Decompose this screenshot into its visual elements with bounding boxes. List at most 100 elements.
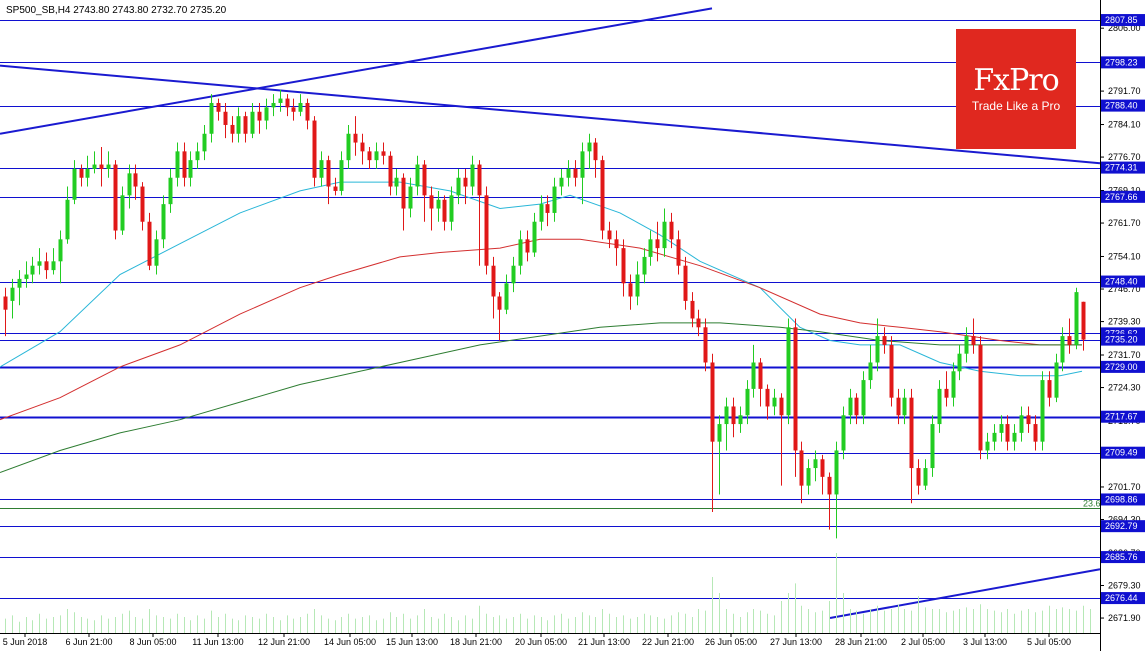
- candle-body: [1026, 415, 1031, 425]
- candle-body: [999, 424, 1004, 433]
- candle-body: [525, 239, 530, 253]
- chart-title: SP500_SB,H4 2743.80 2743.80 2732.70 2735…: [6, 5, 227, 16]
- level-price-label: 2736.62: [1105, 328, 1138, 338]
- candle-body: [951, 371, 956, 398]
- candle-body: [607, 230, 612, 240]
- candle-body: [1060, 336, 1065, 363]
- candle-body: [655, 239, 660, 249]
- level-price-tag: [1101, 161, 1145, 174]
- candle-body: [1054, 362, 1059, 398]
- candle-body: [628, 283, 633, 297]
- y-tick-label: 2791.70: [1108, 86, 1141, 96]
- candle-body: [765, 388, 770, 407]
- candle-body: [319, 160, 324, 178]
- level-price-tag: [1101, 410, 1145, 423]
- candle-body: [593, 142, 598, 161]
- level-price-label: 2698.86: [1105, 494, 1138, 504]
- candle-body: [580, 151, 585, 178]
- y-tick-label: 2724.30: [1108, 383, 1141, 393]
- candle-body: [353, 133, 358, 143]
- candle-body: [401, 177, 406, 209]
- candle-body: [882, 336, 887, 345]
- candle-body: [250, 111, 255, 134]
- candle-body: [188, 160, 193, 178]
- candle-body: [896, 397, 901, 416]
- candle-body: [257, 111, 262, 121]
- candle-body: [99, 164, 104, 169]
- candle-body: [545, 204, 550, 213]
- candle-body: [985, 441, 990, 451]
- candle-body: [85, 168, 90, 178]
- candle-body: [374, 151, 379, 161]
- candle-body: [113, 164, 118, 231]
- candle-body: [889, 344, 894, 398]
- candle-body: [978, 344, 983, 451]
- candle-body: [532, 221, 537, 253]
- candle-body: [195, 151, 200, 161]
- x-tick-label: 6 Jun 21:00: [65, 637, 112, 647]
- x-tick-label: 18 Jun 21:00: [450, 637, 502, 647]
- x-tick-label: 11 Jun 13:00: [192, 637, 243, 647]
- candle-body: [394, 177, 399, 187]
- candle-body: [731, 406, 736, 425]
- candle-body: [916, 468, 921, 486]
- x-tick-label: 21 Jun 13:00: [578, 637, 630, 647]
- level-price-label: 2685.76: [1105, 552, 1138, 562]
- candle-body: [1033, 424, 1038, 442]
- candle-body: [710, 362, 715, 442]
- level-price-label: 2709.49: [1105, 448, 1138, 458]
- level-price-label: 2735.20: [1105, 335, 1138, 345]
- candle-body: [875, 336, 880, 363]
- level-price-tag: [1101, 275, 1145, 288]
- trend-line[interactable]: [0, 64, 1101, 165]
- level-price-label: 2774.31: [1105, 163, 1138, 173]
- candle-body: [717, 424, 722, 442]
- candle-body: [24, 274, 29, 279]
- trend-line[interactable]: [829, 568, 1101, 620]
- candle-body: [1040, 380, 1045, 442]
- candle-body: [51, 261, 56, 271]
- level-price-tag: [1101, 14, 1145, 27]
- candle-body: [1047, 380, 1052, 398]
- candle-body: [587, 142, 592, 152]
- candle-body: [559, 177, 564, 187]
- candle-body: [278, 98, 283, 103]
- level-price-tag: [1101, 551, 1145, 564]
- candle-body: [298, 102, 303, 112]
- fxpro-logo: FxPro Trade Like a Pro: [956, 29, 1076, 149]
- y-tick-label: 2776.70: [1108, 152, 1141, 162]
- x-tick-label: 20 Jun 05:00: [515, 637, 567, 647]
- candle-body: [566, 168, 571, 178]
- candle-body: [600, 160, 605, 231]
- candle-body: [264, 107, 269, 121]
- candle-body: [497, 296, 502, 310]
- candle-body: [848, 397, 853, 416]
- candle-body: [133, 173, 138, 187]
- level-price-tag: [1101, 592, 1145, 605]
- candle-body: [161, 204, 166, 240]
- candle-body: [676, 239, 681, 266]
- candle-body: [17, 278, 22, 288]
- candle-body: [724, 406, 729, 425]
- candle-body: [106, 164, 111, 169]
- level-price-tag: [1101, 360, 1145, 373]
- candle-body: [326, 160, 331, 187]
- candle-body: [463, 177, 468, 187]
- trend-line[interactable]: [0, 7, 713, 135]
- candle-body: [429, 195, 434, 209]
- candle-body: [339, 160, 344, 191]
- y-tick-label: 2769.10: [1108, 186, 1141, 196]
- candle-body: [937, 388, 942, 425]
- y-tick-label: 2701.70: [1108, 482, 1141, 492]
- candle-body: [470, 164, 475, 187]
- moving-average-line: [0, 238, 1082, 421]
- level-price-label: 2729.00: [1105, 362, 1138, 372]
- x-tick-label: 3 Jul 13:00: [963, 637, 1007, 647]
- candle-body: [154, 239, 159, 266]
- candle-body: [65, 199, 70, 240]
- candle-body: [1081, 301, 1086, 340]
- candle-body: [957, 353, 962, 372]
- candle-body: [312, 120, 317, 178]
- candle-body: [92, 164, 97, 169]
